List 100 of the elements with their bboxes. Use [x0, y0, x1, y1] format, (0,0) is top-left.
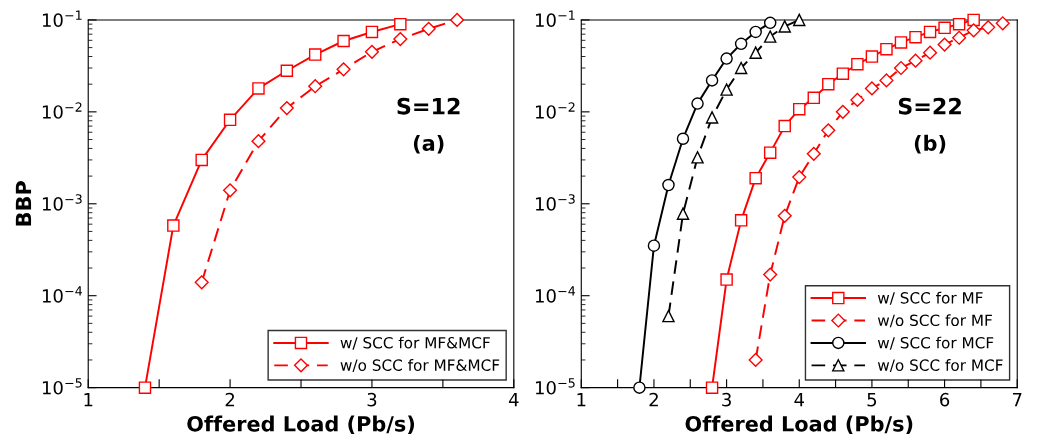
legend-label: w/ SCC for MCF — [877, 336, 994, 350]
point — [734, 37, 748, 51]
point — [662, 309, 675, 323]
point — [449, 12, 465, 28]
point — [894, 36, 908, 49]
point — [793, 102, 806, 116]
point — [252, 82, 265, 95]
point — [308, 48, 322, 61]
point — [647, 239, 661, 252]
point — [734, 61, 748, 75]
point — [966, 23, 981, 38]
x-tick-label: 4 — [508, 393, 519, 407]
point — [922, 45, 938, 60]
point — [394, 17, 407, 31]
annotation: S=22 — [898, 97, 961, 115]
point — [676, 132, 690, 145]
point — [778, 119, 791, 133]
point — [893, 60, 909, 76]
legend-label: w/ SCC for MF — [877, 291, 983, 305]
point — [223, 113, 237, 127]
x-tick-label: 1 — [577, 393, 586, 407]
point — [821, 123, 836, 138]
point — [850, 92, 865, 107]
x-tick-label: 2 — [649, 392, 658, 407]
x-tick-label: 3 — [722, 392, 731, 407]
point — [421, 21, 436, 36]
y-tick-label: 10$^{−2}$ — [42, 102, 82, 119]
point — [909, 30, 922, 44]
point — [952, 30, 967, 45]
point — [806, 146, 821, 161]
point — [280, 64, 294, 78]
y-axis-title: BBP — [15, 181, 32, 226]
point — [194, 275, 209, 290]
point — [923, 25, 937, 39]
point — [167, 219, 180, 232]
annotation: (b) — [914, 134, 946, 154]
point — [279, 100, 294, 116]
point — [705, 111, 719, 124]
point — [676, 207, 690, 220]
point — [879, 73, 894, 88]
point — [364, 44, 380, 59]
y-tick-label: 10$^{−5}$ — [42, 378, 82, 395]
y-tick-label: 10$^{−1}$ — [535, 10, 575, 27]
point — [864, 81, 879, 96]
point — [251, 134, 266, 149]
x-tick-label: 1 — [84, 393, 93, 407]
point — [793, 13, 806, 27]
point — [748, 352, 763, 368]
point — [952, 17, 966, 31]
point — [691, 151, 704, 164]
point — [633, 381, 646, 394]
point — [720, 52, 733, 65]
point — [336, 62, 351, 77]
x-tick-label: 4 — [794, 393, 804, 407]
point — [662, 178, 675, 192]
point — [908, 53, 923, 68]
point — [763, 30, 777, 43]
point — [880, 42, 893, 56]
point — [365, 25, 379, 39]
point — [705, 381, 719, 394]
y-tick-label: 10$^{−5}$ — [535, 378, 575, 395]
point — [308, 79, 323, 94]
point — [691, 97, 704, 110]
annotation: (a) — [413, 134, 444, 154]
point — [981, 20, 996, 35]
point — [337, 34, 350, 48]
point — [195, 153, 208, 167]
point — [807, 91, 821, 105]
x-tick-label: 7 — [1012, 393, 1022, 407]
point — [763, 146, 777, 159]
legend-label: w/o SCC for MF&MCF — [340, 359, 500, 373]
point — [995, 16, 1010, 31]
point — [720, 273, 733, 286]
x-axis-title: Offered Load (Pb/s) — [685, 415, 913, 435]
x-tick-label: 2 — [225, 392, 235, 407]
legend-label: w/ SCC for MF&MCF — [340, 336, 490, 350]
y-tick-label: 10$^{−3}$ — [535, 194, 575, 211]
point — [822, 77, 835, 91]
point — [967, 13, 980, 27]
y-tick-label: 10$^{−2}$ — [535, 102, 575, 119]
point — [705, 74, 719, 87]
legend-label: w/o SCC for MCF — [877, 359, 1003, 373]
point — [749, 46, 762, 59]
point — [865, 50, 879, 63]
point — [851, 57, 864, 71]
x-tick-label: 5 — [867, 393, 877, 407]
x-tick-label: 6 — [940, 392, 950, 407]
y-tick-label: 10$^{−3}$ — [42, 194, 82, 211]
point — [937, 37, 952, 52]
point — [792, 170, 807, 185]
point — [763, 16, 777, 30]
point — [777, 208, 792, 223]
y-tick-label: 10$^{−1}$ — [42, 10, 82, 27]
legend-label: w/o SCC for MF — [877, 314, 992, 328]
point — [836, 67, 850, 80]
point — [720, 83, 733, 96]
point — [749, 171, 762, 185]
y-tick-label: 10$^{−4}$ — [535, 286, 576, 303]
point — [138, 381, 152, 394]
point — [763, 267, 778, 282]
